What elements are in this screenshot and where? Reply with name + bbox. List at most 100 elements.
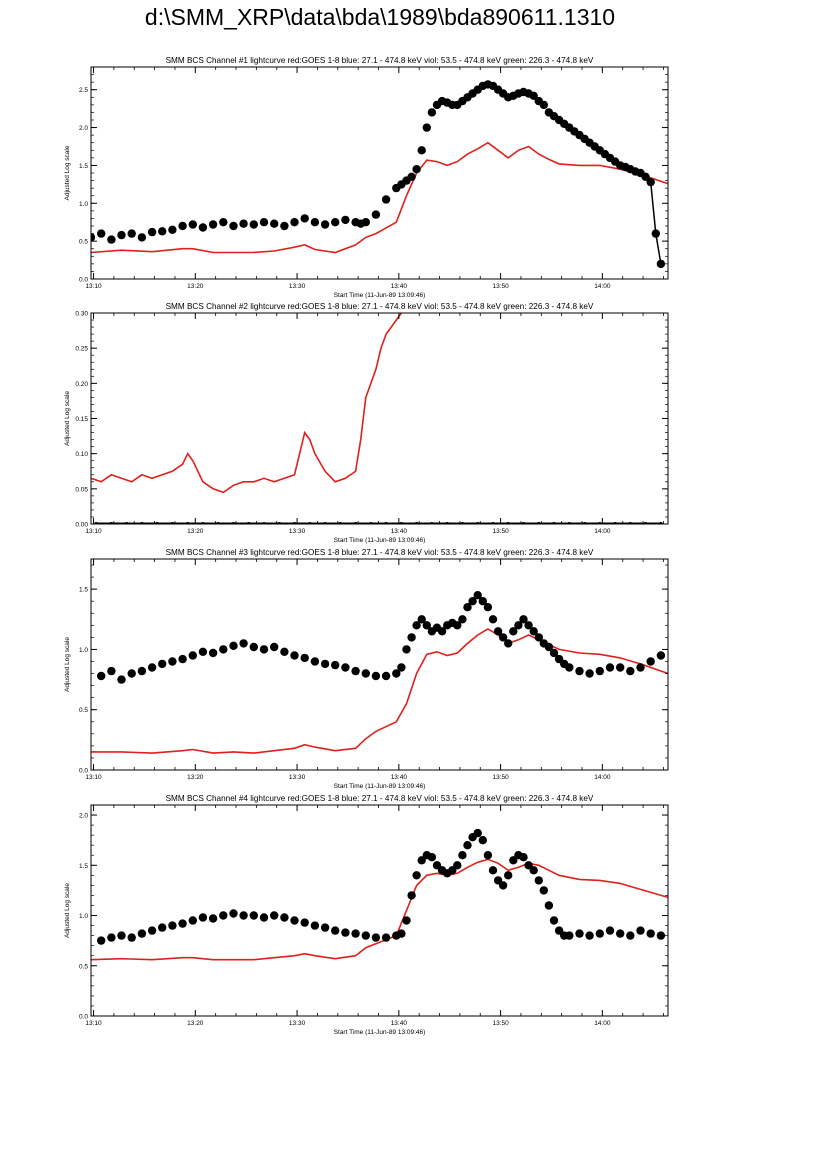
bcs-data-point bbox=[539, 886, 548, 895]
bcs-data-point bbox=[468, 597, 477, 606]
y-tick-label: 0.5 bbox=[79, 963, 88, 970]
bcs-data-point bbox=[595, 929, 604, 938]
bcs-data-point bbox=[514, 621, 523, 630]
bcs-data-point bbox=[646, 929, 655, 938]
y-tick-label: 1.5 bbox=[79, 863, 88, 870]
bcs-data-point bbox=[453, 861, 462, 870]
bcs-data-point bbox=[239, 911, 248, 920]
x-tick-label: 13:50 bbox=[492, 528, 509, 535]
bcs-data-point bbox=[371, 210, 381, 219]
bcs-data-point bbox=[412, 621, 421, 630]
bcs-data-point bbox=[290, 916, 299, 925]
y-axis-label: Adjusted Log scale bbox=[64, 391, 71, 446]
y-tick-label: 0.5 bbox=[79, 707, 88, 714]
x-tick-label: 13:40 bbox=[391, 1020, 408, 1027]
bcs-data-point bbox=[270, 642, 279, 652]
x-tick-label: 14:00 bbox=[594, 283, 611, 290]
y-tick-label: 2.5 bbox=[79, 87, 88, 94]
bcs-data-point bbox=[351, 929, 360, 938]
bcs-data-point bbox=[656, 259, 666, 269]
plot-data bbox=[91, 313, 663, 524]
y-tick-label: 1.5 bbox=[79, 163, 88, 170]
bcs-data-point bbox=[188, 220, 197, 229]
plot-frame bbox=[90, 804, 669, 1017]
x-axis-label: Start Time (11-Jun-89 13:09:46) bbox=[334, 783, 426, 790]
bcs-data-point bbox=[127, 669, 136, 678]
bcs-data-point bbox=[381, 671, 391, 681]
bcs-data-point bbox=[117, 230, 126, 240]
x-tick-label: 13:20 bbox=[187, 1020, 204, 1027]
x-tick-label: 13:10 bbox=[85, 774, 102, 781]
y-axis-label: Adjusted Log scale bbox=[64, 883, 71, 938]
y-tick-label: 0.0 bbox=[79, 768, 88, 775]
bcs-data-point bbox=[539, 100, 548, 110]
bcs-data-point bbox=[249, 642, 258, 652]
y-tick-label: 2.0 bbox=[79, 813, 88, 820]
chart-panel-4: SMM BCS Channel #4 lightcurve red:GOES 1… bbox=[64, 794, 669, 1036]
x-tick-label: 13:30 bbox=[289, 774, 306, 781]
bcs-data-point bbox=[239, 219, 248, 228]
bcs-data-point bbox=[300, 918, 309, 927]
goes-lightcurve-line bbox=[91, 858, 668, 961]
x-tick-label: 13:50 bbox=[492, 774, 509, 781]
bcs-data-point bbox=[147, 926, 157, 935]
bcs-data-point bbox=[478, 597, 487, 606]
bcs-data-point bbox=[91, 233, 96, 242]
x-tick-label: 13:20 bbox=[187, 774, 204, 781]
x-tick-label: 13:40 bbox=[391, 528, 408, 535]
x-axis-label: Start Time (11-Jun-89 13:09:46) bbox=[334, 537, 426, 544]
chart-title: SMM BCS Channel #1 lightcurve red:GOES 1… bbox=[166, 56, 594, 65]
plot-frame bbox=[90, 312, 669, 525]
x-tick-label: 13:40 bbox=[391, 774, 408, 781]
bcs-data-point bbox=[280, 221, 289, 231]
bcs-data-point bbox=[371, 671, 381, 681]
bcs-data-point bbox=[270, 911, 279, 920]
bcs-data-point bbox=[158, 659, 167, 669]
bcs-data-point bbox=[158, 923, 167, 932]
bcs-data-point bbox=[341, 663, 350, 672]
bcs-data-point bbox=[137, 929, 147, 938]
y-tick-label: 0.10 bbox=[75, 451, 88, 458]
bcs-data-point bbox=[509, 627, 518, 636]
x-tick-label: 13:30 bbox=[289, 528, 306, 535]
bcs-data-point bbox=[127, 229, 136, 238]
bcs-data-point bbox=[361, 669, 370, 678]
y-tick-label: 0.20 bbox=[75, 381, 88, 388]
bcs-data-point bbox=[178, 654, 187, 664]
bcs-data-point bbox=[498, 881, 508, 890]
bcs-data-point bbox=[208, 220, 218, 229]
bcs-data-point bbox=[300, 653, 309, 663]
bcs-data-point bbox=[473, 591, 482, 600]
bcs-data-point bbox=[137, 666, 147, 676]
bcs-data-point bbox=[524, 621, 533, 630]
bcs-data-point bbox=[549, 648, 559, 658]
bcs-data-point bbox=[529, 627, 538, 636]
bcs-data-point bbox=[412, 871, 421, 880]
bcs-data-point bbox=[646, 177, 655, 187]
bcs-data-point bbox=[595, 666, 604, 676]
bcs-data-point bbox=[208, 648, 218, 658]
bcs-data-point bbox=[534, 876, 543, 885]
bcs-data-point bbox=[534, 633, 543, 642]
bcs-data-point bbox=[626, 931, 635, 940]
y-tick-label: 0.25 bbox=[75, 346, 88, 353]
bcs-data-point bbox=[636, 926, 645, 935]
x-axis-label: Start Time (11-Jun-89 13:09:46) bbox=[334, 292, 426, 299]
plot-data bbox=[91, 828, 668, 961]
bcs-data-point bbox=[290, 218, 299, 227]
bcs-data-point bbox=[483, 603, 493, 612]
bcs-data-point bbox=[636, 663, 645, 672]
bcs-data-point bbox=[259, 645, 269, 654]
bcs-data-point bbox=[198, 913, 208, 922]
bcs-data-point bbox=[331, 926, 340, 935]
bcs-data-point bbox=[422, 621, 431, 630]
bcs-data-point bbox=[381, 933, 391, 942]
chart-panel-3: SMM BCS Channel #3 lightcurve red:GOES 1… bbox=[64, 548, 669, 790]
bcs-drop-line bbox=[649, 182, 662, 265]
bcs-data-point bbox=[656, 931, 666, 940]
y-tick-label: 1.0 bbox=[79, 647, 88, 654]
bcs-data-point bbox=[259, 913, 269, 922]
x-tick-label: 13:10 bbox=[85, 283, 102, 290]
bcs-data-point bbox=[229, 641, 238, 650]
